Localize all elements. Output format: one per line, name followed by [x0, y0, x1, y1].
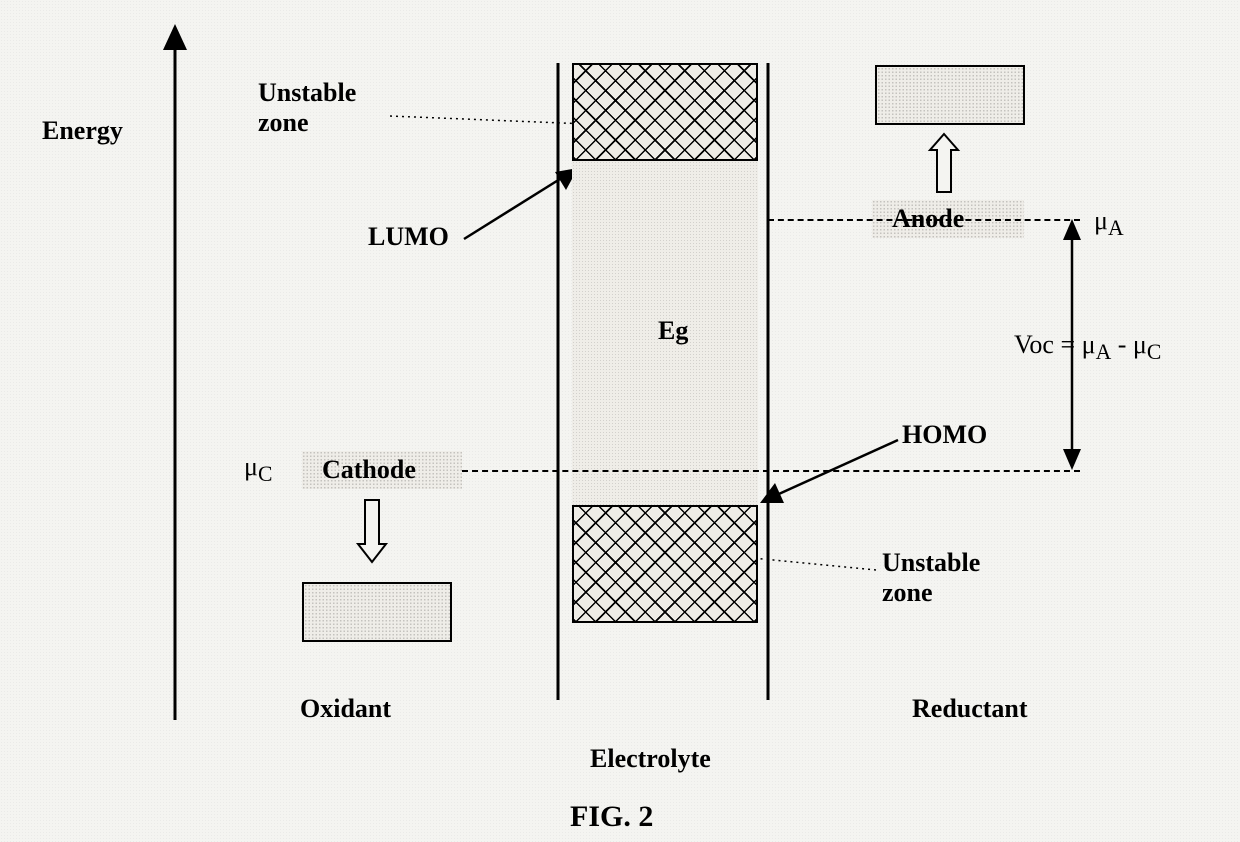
lumo-label: LUMO — [368, 222, 449, 252]
mu-c-label: μC — [244, 452, 272, 487]
anode-decoy-box — [875, 65, 1025, 125]
unstable-zone-top-label: Unstablezone — [258, 78, 356, 138]
voc-label: Voc = μA - μC — [1014, 330, 1161, 365]
cathode-decoy-box — [302, 582, 452, 642]
cathode-dashed-line — [462, 470, 1080, 472]
unstable-zone-bottom-label: Unstablezone — [882, 548, 980, 608]
electrolyte-label: Electrolyte — [590, 744, 711, 774]
eg-label: Eg — [658, 316, 688, 346]
mu-a-label: μA — [1094, 206, 1124, 241]
cathode-label: Cathode — [322, 455, 416, 485]
unstable-zone-top-box — [572, 63, 758, 161]
anode-label: Anode — [892, 204, 964, 234]
homo-label: HOMO — [902, 420, 987, 450]
reductant-label: Reductant — [912, 694, 1028, 724]
figure-caption: FIG. 2 — [570, 800, 653, 834]
oxidant-label: Oxidant — [300, 694, 391, 724]
energy-label: Energy — [42, 116, 123, 146]
unstable-zone-bottom-box — [572, 505, 758, 623]
